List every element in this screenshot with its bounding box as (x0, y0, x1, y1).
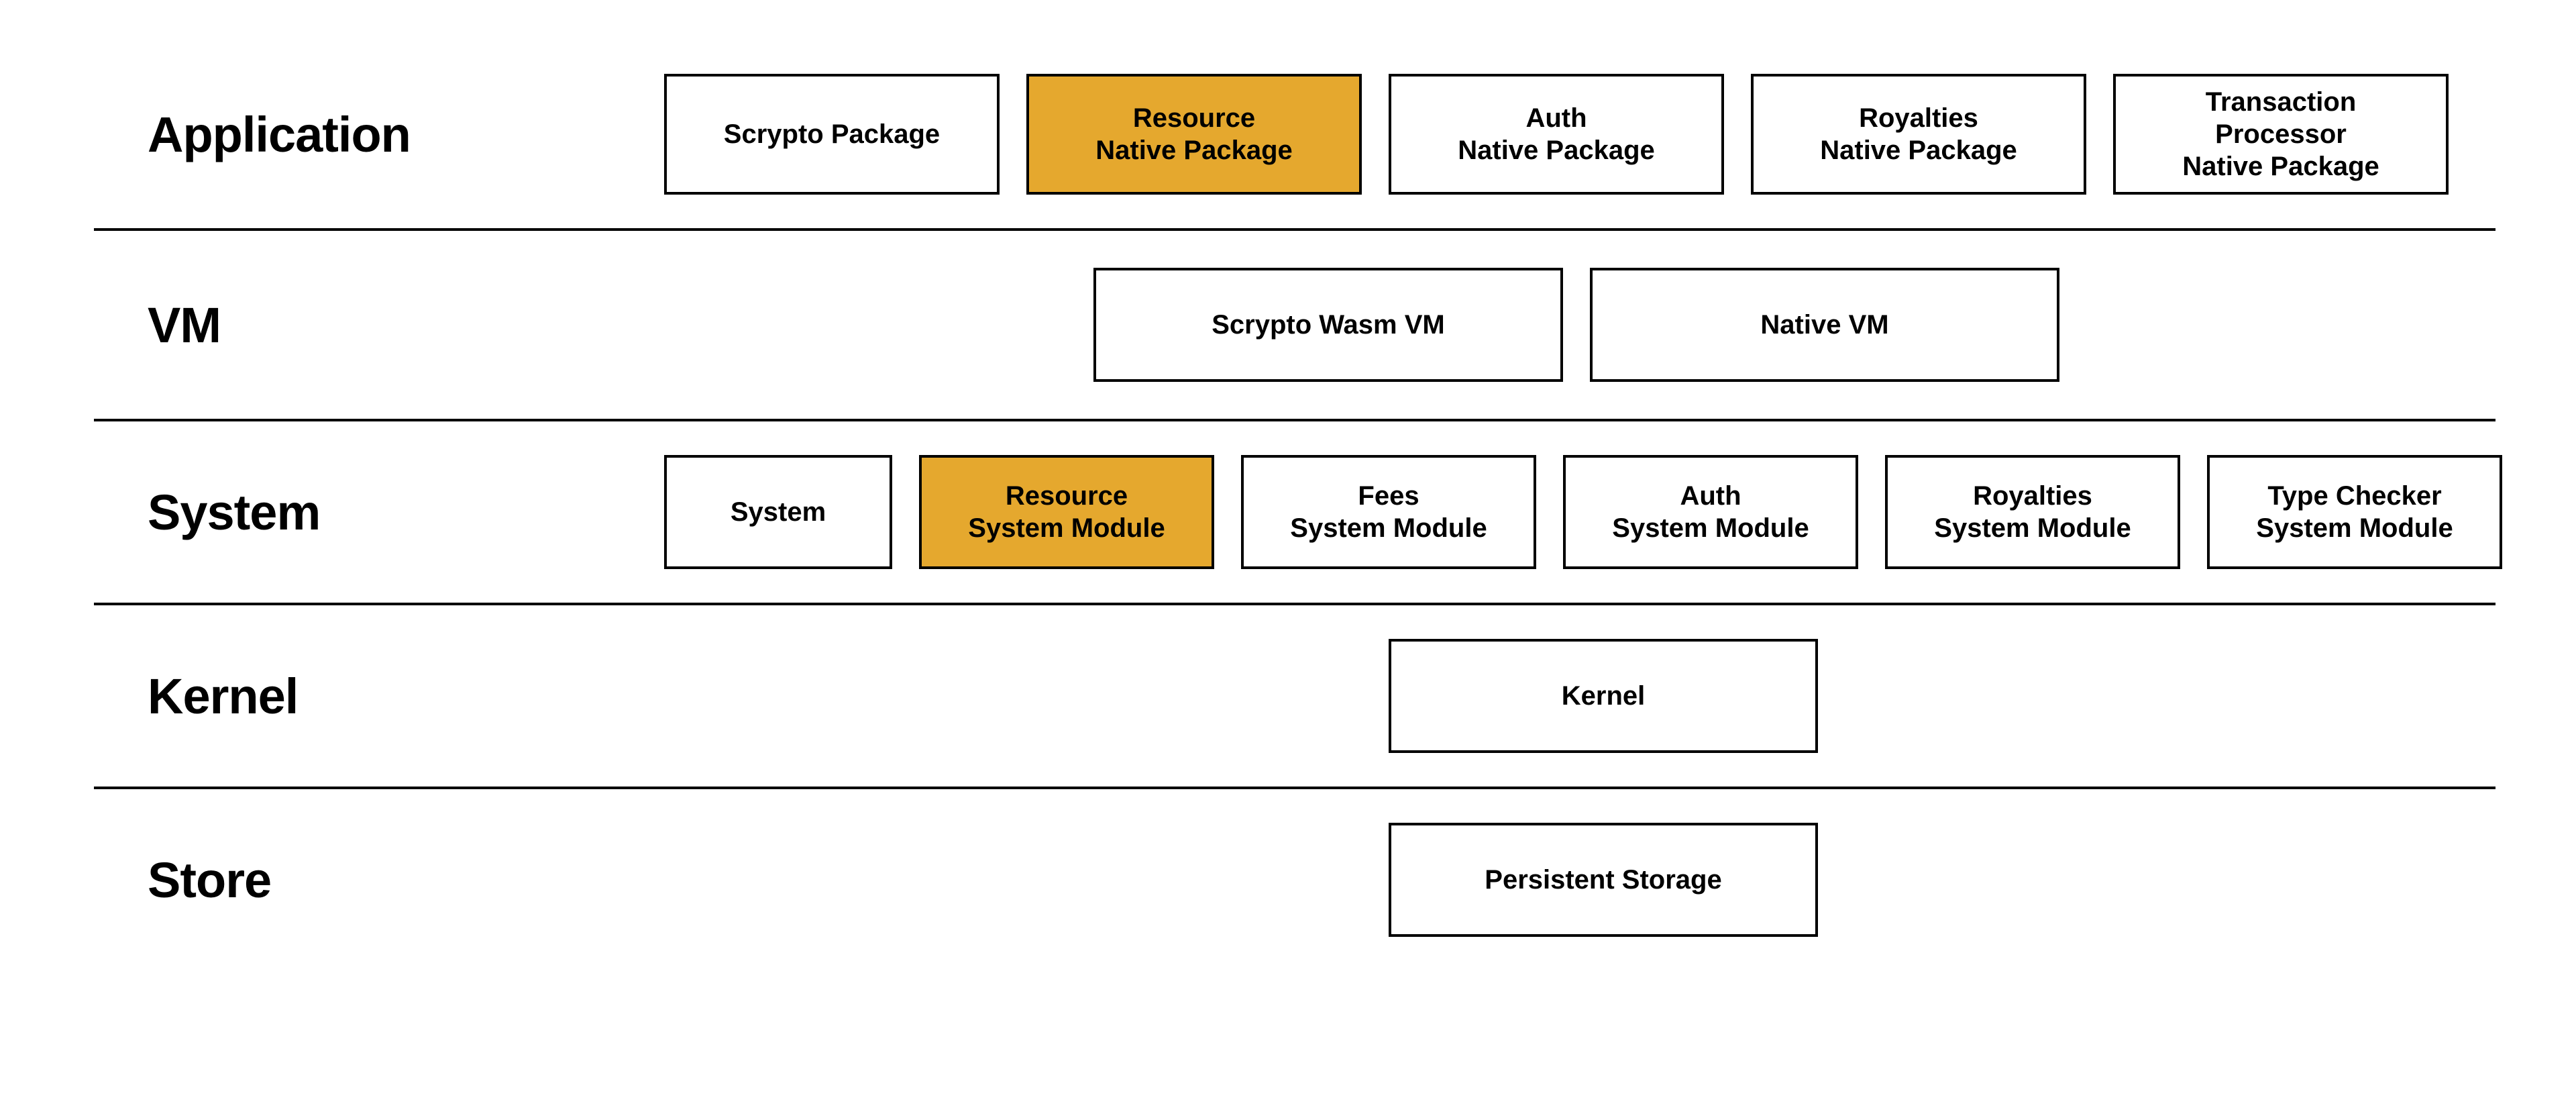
layer-system: SystemSystemResource System ModuleFees S… (54, 421, 2536, 603)
box-transaction-processor-native-package: Transaction Processor Native Package (2113, 74, 2449, 195)
box-scrypto-package: Scrypto Package (664, 74, 1000, 195)
layer-kernel: Kernel Kernel (54, 605, 2536, 787)
layer-label-system: System (54, 484, 577, 541)
box-resource-native-package: Resource Native Package (1026, 74, 1362, 195)
box-resource-system-module: Resource System Module (919, 455, 1214, 569)
layer-boxes-kernel: Kernel (577, 639, 2536, 753)
layer-label-vm: VM (54, 297, 577, 354)
layer-label-store: Store (54, 852, 577, 909)
layer-store: Store Persistent Storage (54, 789, 2536, 970)
box-persistent-storage: Persistent Storage (1389, 823, 1818, 937)
layer-application: ApplicationScrypto PackageResource Nativ… (54, 40, 2536, 228)
architecture-diagram: ApplicationScrypto PackageResource Nativ… (0, 0, 2576, 1112)
layer-boxes-system: SystemResource System ModuleFees System … (577, 455, 2536, 569)
layer-boxes-store: Persistent Storage (577, 823, 2536, 937)
box-kernel-box: Kernel (1389, 639, 1818, 753)
layer-boxes-vm: Scrypto Wasm VMNative VM (577, 268, 2536, 382)
layer-label-application: Application (54, 106, 577, 163)
box-native-vm: Native VM (1590, 268, 2059, 382)
layer-label-kernel: Kernel (54, 668, 577, 725)
layer-boxes-application: Scrypto PackageResource Native PackageAu… (577, 74, 2536, 195)
box-scrypto-wasm-vm: Scrypto Wasm VM (1093, 268, 1563, 382)
box-royalties-native-package: Royalties Native Package (1751, 74, 2086, 195)
box-fees-system-module: Fees System Module (1241, 455, 1536, 569)
box-type-checker-system-module: Type Checker System Module (2207, 455, 2502, 569)
layer-vm: VMScrypto Wasm VMNative VM (54, 231, 2536, 419)
box-royalties-system-module: Royalties System Module (1885, 455, 2180, 569)
box-system-core: System (664, 455, 892, 569)
box-auth-system-module: Auth System Module (1563, 455, 1858, 569)
box-auth-native-package: Auth Native Package (1389, 74, 1724, 195)
